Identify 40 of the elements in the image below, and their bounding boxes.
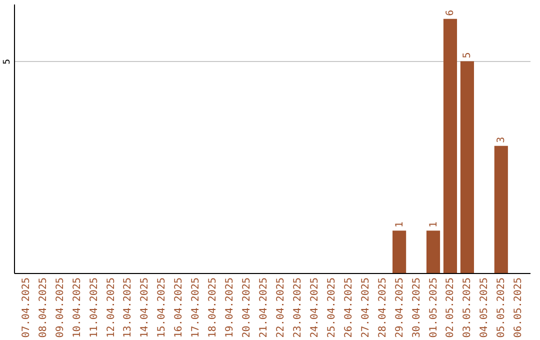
x-tick-label: 16.04.2025 [174, 278, 185, 338]
x-tick-label: 20.04.2025 [242, 278, 253, 338]
x-tick-label: 05.05.2025 [496, 278, 508, 338]
x-tick-label: 11.04.2025 [88, 278, 100, 338]
x-tick-label: 23.04.2025 [292, 278, 304, 338]
x-tick-label: 27.04.2025 [360, 278, 372, 338]
x-tick-label: 08.04.2025 [38, 278, 49, 338]
data-label: 3 [496, 136, 508, 143]
x-tick-label: 19.04.2025 [224, 278, 236, 338]
x-tick-label: 02.05.2025 [445, 278, 456, 338]
data-label: 1 [394, 222, 406, 228]
x-tick-label: 18.04.2025 [208, 278, 219, 338]
x-tick-label: 12.04.2025 [106, 278, 117, 338]
bar [443, 18, 458, 273]
x-tick-label: 03.05.2025 [462, 278, 474, 338]
x-tick-label: 04.05.2025 [479, 278, 490, 338]
data-label: 1 [428, 222, 440, 228]
bar [494, 146, 508, 273]
x-tick-label: 07.04.2025 [20, 278, 32, 338]
x-tick-label: 09.04.2025 [54, 278, 66, 338]
data-label: 5 [462, 52, 474, 58]
x-tick-label: 13.04.2025 [122, 278, 134, 338]
x-tick-label: 28.04.2025 [377, 278, 388, 338]
x-tick-label: 24.04.2025 [309, 278, 320, 338]
x-tick-label: 30.04.2025 [411, 278, 422, 338]
data-label: 6 [445, 10, 456, 16]
x-tick-label: 10.04.2025 [72, 278, 83, 338]
x-tick-label: 22.04.2025 [275, 278, 286, 338]
x-tick-label: 06.05.2025 [513, 278, 524, 338]
x-tick-label: 15.04.2025 [156, 278, 168, 338]
x-tick-label: 26.04.2025 [343, 278, 354, 338]
bar [460, 61, 474, 273]
x-tick-label: 01.05.2025 [428, 278, 440, 338]
x-tick-label: 25.04.2025 [326, 278, 338, 338]
bar [392, 230, 406, 273]
x-tick-label: 14.04.2025 [140, 278, 151, 338]
x-tick-label: 21.04.2025 [258, 278, 270, 338]
x-tick-label: 29.04.2025 [394, 278, 406, 338]
x-tick-label: 17.04.2025 [190, 278, 202, 338]
bar [426, 230, 440, 273]
